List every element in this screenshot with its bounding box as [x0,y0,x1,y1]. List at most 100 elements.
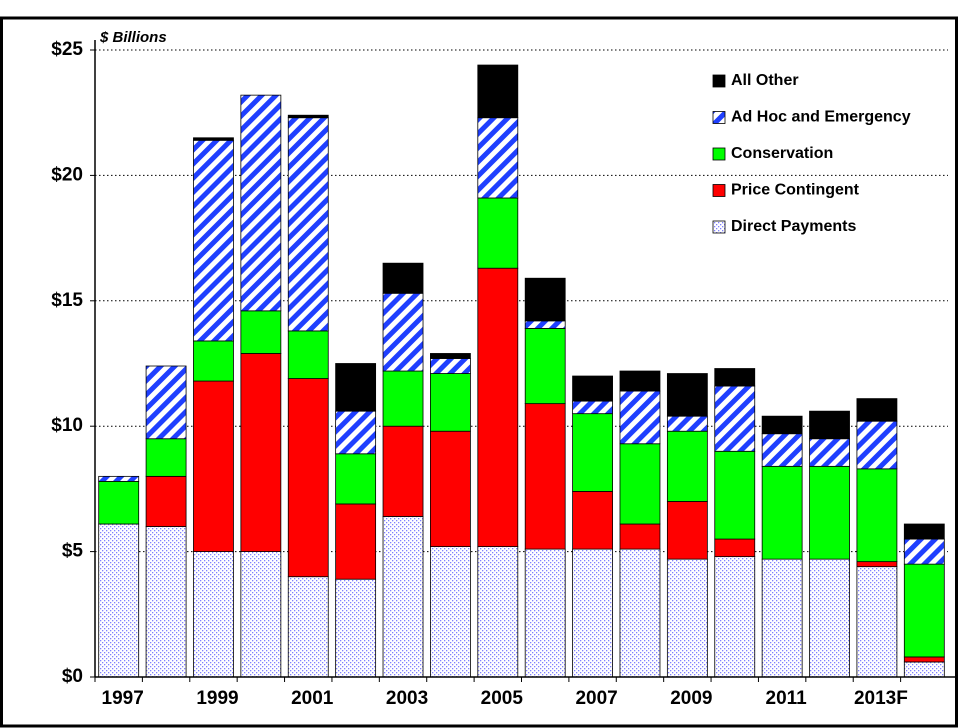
y-tick-label: $25 [51,39,83,60]
bar-segment [287,117,329,332]
bar-segment [666,373,708,417]
bar-segment [382,292,424,372]
bar-segment [809,438,850,467]
bar-segment [714,450,756,540]
bar-segment [430,373,471,432]
bar-segment [335,363,377,412]
bar-segment [619,443,661,525]
bar-segment [524,327,566,405]
bar-segment [145,365,187,440]
y-tick-label: $10 [51,415,83,436]
annotation: $ Billions [99,29,167,46]
bar-segment [145,475,187,527]
bar-segment [856,566,898,678]
bar-segment [335,453,377,505]
bar-segment [524,277,566,322]
bar-segment [335,410,377,455]
bar-segment [714,556,756,678]
bar-segment [666,430,708,502]
bar-segment [145,526,187,678]
bar-segment [524,320,566,329]
legend-label: Ad Hoc and Emergency [731,109,911,126]
bar-segment [666,558,708,678]
bar-segment [335,578,377,678]
bar-segment [619,370,661,392]
bar-segment [382,262,424,294]
bar-segment [477,197,519,269]
y-tick-label: $5 [62,541,84,562]
bar-segment [572,491,613,550]
bar-segment [714,538,756,558]
bar-segment [145,438,187,477]
bar-segment [666,415,708,432]
bar-segment [193,139,234,342]
x-tick-label: 1997 [102,688,144,709]
bar-segment [524,548,566,678]
y-tick-label: $0 [62,666,83,687]
bar-segment [240,94,282,312]
bar-segment [98,480,140,525]
bar-segment [856,420,898,470]
x-tick-label: 1999 [196,688,238,709]
x-tick-label: 2011 [766,688,808,709]
bar-segment [430,546,471,678]
bar-segment [761,433,803,467]
bar-segment [619,390,661,445]
bar-segment [761,465,803,560]
bar-segment [903,538,945,565]
bar-segment [477,64,519,119]
legend-swatch [712,220,726,234]
y-tick-label: $20 [51,164,83,185]
bar-segment [382,516,424,678]
legend-swatch [712,184,726,197]
bar-segment [430,430,471,547]
legend-label: Direct Payments [731,218,856,235]
bar-segment [98,523,140,678]
bar-segment [809,558,850,678]
bar-segment [903,661,945,678]
bar-segment [382,425,424,517]
bar-segment [477,267,519,547]
bar-segment [287,114,329,119]
bar-segment [287,576,329,678]
bar-segment [572,413,613,492]
legend-swatch [712,147,726,161]
legend-label: All Other [731,72,799,89]
bar-segment [572,375,613,402]
bar-segment [856,398,898,422]
bar-segment [903,523,945,540]
bar-segment [193,380,234,553]
legend-label: Conservation [731,145,833,162]
x-tick-label: 2003 [386,688,428,709]
bar-segment [619,523,661,550]
bar-segment [477,546,519,678]
bar-segment [240,353,282,552]
bar-segment [287,378,329,578]
x-tick-label: 2001 [291,688,334,709]
bar-segment [382,370,424,427]
bar-segment [856,468,898,563]
bar-segment [524,403,566,550]
bar-segment [287,330,329,379]
bar-segment [714,385,756,452]
bar-segment [240,551,282,678]
x-tick-label: 2013F [854,688,908,709]
bar-segment [666,501,708,560]
bar-segment [714,368,756,387]
bar-segment [903,563,945,658]
bar-segment [903,656,945,663]
bar-segment [240,310,282,354]
bar-segment [430,353,471,359]
bar-segment [572,548,613,678]
bar-segment [98,475,140,482]
bar-segment [761,558,803,678]
bar-segment [809,410,850,440]
bar-segment [193,137,234,141]
bar-segment [193,340,234,382]
bar-segment [193,551,234,678]
y-tick-label: $15 [51,290,83,311]
legend-swatch [712,74,726,88]
bar-segment [335,503,377,580]
x-tick-label: 2009 [670,688,712,709]
